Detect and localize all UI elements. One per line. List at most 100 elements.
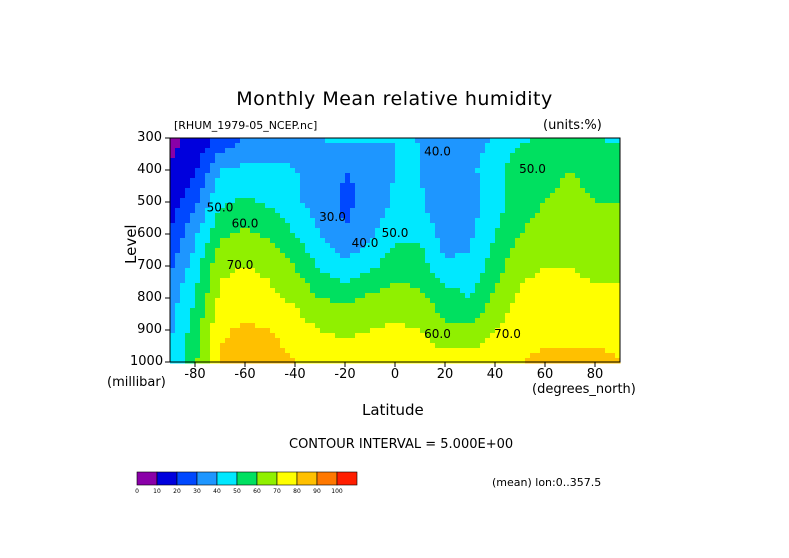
contour-cell xyxy=(565,188,571,194)
contour-cell xyxy=(445,268,451,274)
contour-cell xyxy=(505,223,511,229)
contour-cell xyxy=(220,358,226,364)
contour-cell xyxy=(545,263,551,269)
contour-cell xyxy=(510,348,516,354)
contour-cell xyxy=(400,323,406,329)
contour-cell xyxy=(240,338,246,344)
contour-cell xyxy=(385,348,391,354)
contour-cell xyxy=(520,283,526,289)
contour-cell xyxy=(415,313,421,319)
contour-cell xyxy=(560,143,566,149)
contour-cell xyxy=(580,223,586,229)
contour-cell xyxy=(225,208,231,214)
contour-cell xyxy=(305,183,311,189)
contour-cell xyxy=(605,258,611,264)
contour-cell xyxy=(550,333,556,339)
contour-cell xyxy=(460,313,466,319)
x-tick-label: 20 xyxy=(436,367,454,382)
contour-cell xyxy=(500,183,506,189)
contour-cell xyxy=(360,298,366,304)
contour-cell xyxy=(385,243,391,249)
contour-cell xyxy=(185,218,191,224)
contour-cell xyxy=(280,208,286,214)
contour-cell xyxy=(405,173,411,179)
contour-cell xyxy=(420,163,426,169)
contour-cell xyxy=(175,223,181,229)
contour-cell xyxy=(425,333,431,339)
contour-cell xyxy=(325,198,331,204)
colorbar-swatch xyxy=(316,471,338,486)
contour-cell xyxy=(490,258,496,264)
contour-cell xyxy=(575,328,581,334)
contour-cell xyxy=(190,228,196,234)
contour-cell xyxy=(575,203,581,209)
contour-cell xyxy=(530,303,536,309)
contour-cell xyxy=(550,323,556,329)
contour-cell xyxy=(505,278,511,284)
contour-cell xyxy=(445,343,451,349)
contour-cell xyxy=(605,188,611,194)
contour-cell xyxy=(440,173,446,179)
contour-cell xyxy=(410,333,416,339)
y-tick-label: 1000 xyxy=(130,354,164,369)
contour-cell xyxy=(315,173,321,179)
contour-cell xyxy=(250,183,256,189)
contour-cell xyxy=(335,148,341,154)
contour-cell xyxy=(605,198,611,204)
contour-cell xyxy=(205,263,211,269)
contour-cell xyxy=(375,283,381,289)
contour-cell xyxy=(480,173,486,179)
contour-cell xyxy=(345,253,351,259)
contour-cell xyxy=(520,223,526,229)
contour-cell xyxy=(360,268,366,274)
contour-cell xyxy=(395,278,401,284)
contour-cell xyxy=(445,298,451,304)
contour-cell xyxy=(255,308,261,314)
x-axis-label: Latitude xyxy=(362,401,424,419)
contour-cell xyxy=(330,183,336,189)
contour-cell xyxy=(440,258,446,264)
contour-cell xyxy=(475,188,481,194)
contour-cell xyxy=(555,273,561,279)
contour-cell xyxy=(210,343,216,349)
contour-cell xyxy=(615,348,621,354)
contour-cell xyxy=(480,238,486,244)
contour-cell xyxy=(445,288,451,294)
contour-cell xyxy=(260,308,266,314)
contour-cell xyxy=(400,233,406,239)
contour-cell xyxy=(535,273,541,279)
contour-cell xyxy=(360,303,366,309)
contour-cell xyxy=(360,243,366,249)
contour-cell xyxy=(575,323,581,329)
contour-cell xyxy=(315,153,321,159)
contour-cell xyxy=(435,168,441,174)
contour-cell xyxy=(595,338,601,344)
contour-cell xyxy=(495,353,501,359)
contour-cell xyxy=(380,168,386,174)
contour-cell xyxy=(440,338,446,344)
contour-cell xyxy=(555,323,561,329)
contour-cell xyxy=(430,138,436,144)
contour-cell xyxy=(295,213,301,219)
contour-cell xyxy=(250,223,256,229)
contour-cell xyxy=(420,283,426,289)
contour-cell xyxy=(220,283,226,289)
contour-cell xyxy=(395,333,401,339)
contour-cell xyxy=(525,238,531,244)
colorbar-swatch xyxy=(176,471,198,486)
contour-cell xyxy=(465,343,471,349)
contour-cell xyxy=(470,268,476,274)
contour-cell xyxy=(510,278,516,284)
contour-cell xyxy=(420,173,426,179)
contour-cell xyxy=(565,358,571,364)
contour-cell xyxy=(365,168,371,174)
contour-cell xyxy=(195,193,201,199)
contour-cell xyxy=(365,313,371,319)
contour-cell xyxy=(575,183,581,189)
contour-cell xyxy=(335,283,341,289)
contour-cell xyxy=(170,343,176,349)
contour-cell xyxy=(245,343,251,349)
contour-cell xyxy=(520,143,526,149)
contour-cell xyxy=(320,338,326,344)
contour-cell xyxy=(260,228,266,234)
